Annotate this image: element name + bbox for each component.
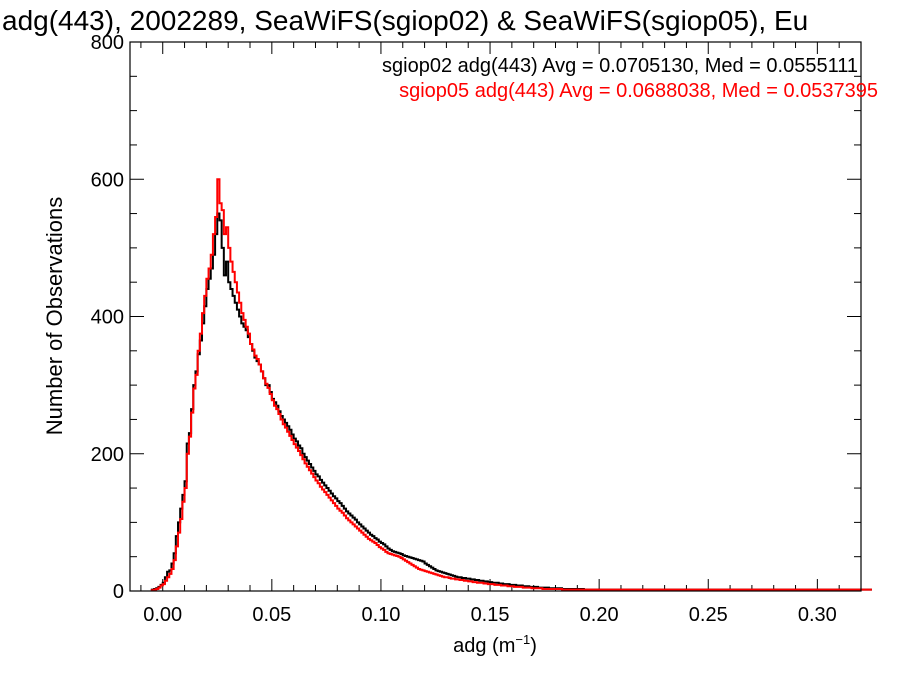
plot-frame (129, 41, 862, 592)
x-axis-label-close: ) (530, 635, 537, 657)
histogram-series-1 (150, 212, 872, 591)
x-axis-label: adg (m−1) (453, 632, 537, 657)
x-tick-label: 0.10 (361, 604, 400, 626)
y-tick-label: 0 (113, 581, 124, 603)
histogram-series (150, 178, 872, 592)
x-tick-label: 0.20 (580, 604, 619, 626)
x-tick-label: 0.30 (798, 604, 837, 626)
y-tick-label: 200 (91, 444, 124, 466)
y-tick-label: 800 (91, 32, 124, 54)
x-tick-label: 0.15 (471, 604, 510, 626)
x-axis-label-superscript: −1 (515, 632, 530, 647)
x-tick-label: 0.00 (143, 604, 182, 626)
x-tick-label: 0.25 (689, 604, 728, 626)
y-tick-labels: 0 200 400 600 800 (91, 32, 124, 603)
histogram-series-2 (150, 178, 872, 592)
x-axis-label-main: adg (m (453, 635, 515, 657)
x-tick-label: 0.05 (252, 604, 291, 626)
y-tick-label: 600 (91, 169, 124, 191)
legend-entry-sgiop02: sgiop02 adg(443) Avg = 0.0705130, Med = … (382, 55, 858, 77)
legend-entry-sgiop05: sgiop05 adg(443) Avg = 0.0688038, Med = … (399, 80, 878, 102)
y-axis-label: Number of Observations (42, 197, 67, 435)
y-tick-label: 400 (91, 307, 124, 329)
chart-title: adg(443), 2002289, SeaWiFS(sgiop02) & Se… (2, 5, 808, 36)
x-tick-labels: 0.00 0.05 0.10 0.15 0.20 0.25 0.30 (143, 604, 837, 626)
